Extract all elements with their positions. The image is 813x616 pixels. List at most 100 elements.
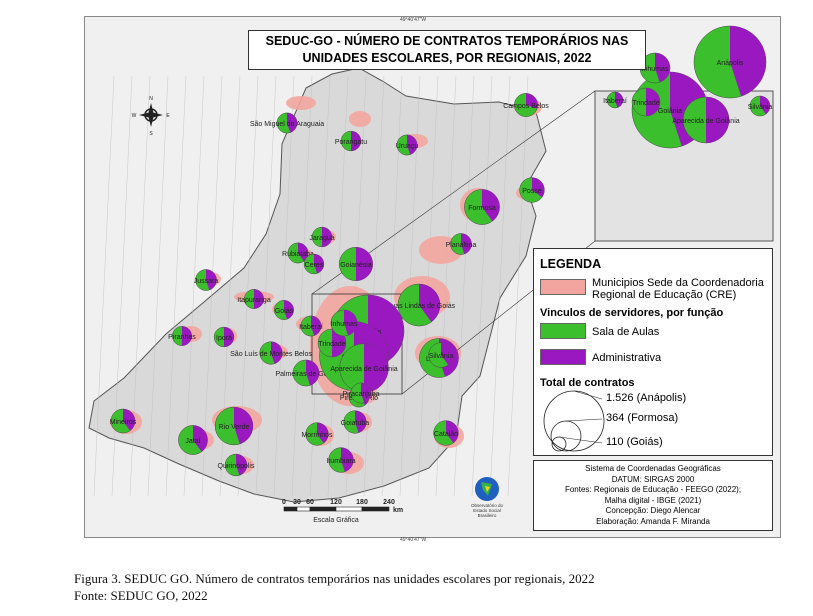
goias-outline (88, 67, 547, 503)
municipality-line (273, 75, 295, 497)
municipality-line (183, 75, 205, 497)
figure-source: Fonte: SEDUC GO, 2022 (74, 588, 208, 603)
label-uruacu: Uruaçu (396, 143, 419, 150)
adm-slice (344, 309, 358, 336)
adm-slice (182, 326, 192, 346)
label-goianesia: Goianésia (340, 262, 372, 269)
municipality-line (93, 75, 115, 497)
label-posse: Posse (522, 188, 542, 195)
pie-trindade (317, 328, 347, 358)
adm-slice (646, 88, 660, 116)
pie-inhumas (330, 309, 358, 337)
pie-planaltina (450, 233, 472, 255)
pie-aparecida-de-goiania (339, 343, 389, 393)
scale-segment (296, 506, 311, 512)
cre-label-1: Municipios Sede da Coordenadoria (592, 277, 764, 289)
pie-jaragua (311, 226, 333, 248)
info-line4: Malha digital - IBGE (2021) (604, 495, 702, 505)
pie-sao-miguel-do-araguaia (276, 112, 298, 134)
label-rio-verde: Rio Verde (219, 424, 250, 431)
label-aparecida-de-goiania: Aparecida de Goiânia (330, 366, 397, 373)
size-legend (543, 390, 605, 452)
pie-jatai (178, 425, 208, 455)
scale-segment (283, 506, 298, 512)
inset-label-anapolis: Anápolis (717, 60, 744, 67)
compass-s: S (149, 131, 153, 137)
sala-swatch (540, 323, 586, 339)
adm-slice (361, 382, 372, 403)
pie-piranhas (172, 326, 192, 346)
pie-piracanjuba (350, 382, 372, 404)
adm-slice (298, 242, 309, 262)
adm-slice (482, 189, 500, 222)
scale-label: Escala Gráfica (313, 517, 359, 524)
pie-uruacu (396, 134, 418, 156)
adm-slice (287, 112, 298, 133)
compass-n: N (149, 96, 153, 102)
cre-area (286, 96, 316, 110)
municipality-line (507, 75, 529, 497)
label-goias: Goiás (275, 308, 294, 315)
bottom-coordinate: 49°40'47"W (400, 537, 427, 543)
adm-slice (254, 289, 264, 309)
label-sao-luis-de-montes-belos: São Luís de Montes Belos (230, 351, 312, 358)
figure-caption: Figura 3. SEDUC GO. Número de contratos … (74, 571, 595, 586)
pie-goianesia (339, 247, 373, 281)
municipality-line (453, 75, 475, 497)
pie-inset-inhumas (639, 52, 671, 84)
label-palmeiras-de-goias: Palmeiras de Goiás (275, 371, 337, 378)
adm-slice (224, 327, 234, 347)
label-formosa: Formosa (468, 205, 496, 212)
pie-jussara (195, 269, 217, 291)
pie-inset-trindade (631, 87, 661, 117)
pie-rubiataba (287, 242, 309, 264)
scale-segment (335, 506, 363, 512)
info-line5: Concepção: Diego Alencar (605, 506, 701, 515)
adm-slice (441, 342, 454, 366)
pie-mineiros (110, 408, 136, 434)
logo-shape (485, 486, 490, 492)
pie-ipora (213, 326, 235, 348)
label-trindade: Trindade (318, 341, 345, 348)
adm-slice (706, 97, 729, 143)
cre-label-2: Regional de Educação (CRE) (592, 289, 737, 301)
municipality-line (291, 75, 313, 497)
pie-itaberai (300, 315, 322, 337)
total-min-label: 110 (Goiás) (606, 436, 663, 448)
label-itumbiara: Itumbiara (326, 458, 355, 465)
label-aguas-lindas-de-goias: Águas Lindas de Goiás (383, 301, 456, 310)
municipality-line (165, 75, 187, 497)
compass-w: W (132, 113, 137, 119)
label-jatai: Jataí (185, 438, 200, 445)
cre-area (349, 111, 371, 127)
pie-morrinhos (305, 422, 329, 446)
scale-tick: 180 (356, 499, 368, 506)
leader-mid (565, 418, 603, 422)
total-heading: Total de contratos (540, 377, 635, 389)
adm-slice (615, 92, 623, 108)
adm-slice (419, 283, 441, 323)
size-circle-mid (550, 420, 582, 452)
adm-slice (532, 177, 545, 198)
adm-slice (236, 454, 247, 476)
legend-panel: LEGENDA Municipios Sede da Coordenadoria… (533, 248, 773, 456)
pie-catalao (433, 420, 459, 446)
pie-porangatu (340, 130, 362, 152)
pie-palmeiras-de-goias (292, 359, 320, 387)
label-itaberai: Itaberaí (299, 324, 323, 331)
pie-inset-anapolis (693, 25, 767, 99)
pie-inset-aparecida-de-goiania (682, 96, 730, 144)
cre-swatch (540, 279, 586, 295)
label-quirinopolis: Quirinópolis (218, 463, 255, 470)
label-piranhas: Piranhas (168, 334, 196, 341)
legend-heading: LEGENDA (540, 257, 602, 271)
adm-slice (446, 420, 459, 444)
label-morrinhos: Morrinhos (301, 432, 333, 439)
map-canvas: São Miguel do Araguaia Porangatu Uruaçu Cam… (88, 25, 774, 524)
scale-tick: 120 (330, 499, 342, 506)
logo-text: Estado Social (473, 508, 501, 513)
pie-ceres (303, 253, 325, 275)
adm-slice (356, 247, 373, 281)
